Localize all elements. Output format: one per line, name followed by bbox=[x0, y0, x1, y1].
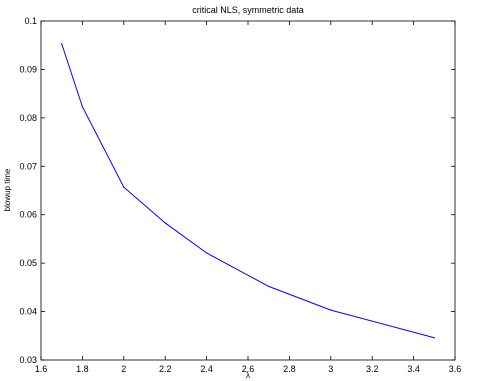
y-tick-label: 0.04 bbox=[19, 307, 37, 317]
data-point bbox=[61, 43, 63, 45]
series-group bbox=[61, 43, 435, 339]
y-tick-label: 0.06 bbox=[19, 210, 37, 220]
y-tick-label: 0.03 bbox=[19, 355, 37, 365]
chart-title: critical NLS, symmetric data bbox=[192, 5, 304, 15]
x-axis-label: λ bbox=[246, 371, 250, 380]
y-tick-label: 0.05 bbox=[19, 258, 37, 268]
data-point bbox=[81, 106, 83, 108]
x-tick-label: 2 bbox=[121, 364, 126, 374]
x-tick-label: 3.4 bbox=[407, 364, 420, 374]
x-tick-label: 2.8 bbox=[283, 364, 296, 374]
data-point bbox=[206, 252, 208, 254]
y-tick-label: 0.1 bbox=[24, 16, 37, 26]
y-axis-label: blowup time bbox=[3, 168, 12, 211]
data-point bbox=[433, 337, 435, 339]
x-tick-label: 3 bbox=[328, 364, 333, 374]
x-tick-label: 3.6 bbox=[449, 364, 462, 374]
x-axis: 1.6 1.8 2 2.2 2.4 2.6 2.8 3 3.2 3.4 3.6 bbox=[35, 21, 462, 374]
x-tick-label: 2.2 bbox=[159, 364, 172, 374]
x-tick-label: 2.4 bbox=[200, 364, 213, 374]
x-tick-label: 1.8 bbox=[76, 364, 89, 374]
y-axis: 0.03 0.04 0.05 0.06 0.07 0.08 0.09 0.1 bbox=[19, 16, 455, 365]
data-point bbox=[268, 285, 270, 287]
data-point bbox=[164, 222, 166, 224]
y-tick-label: 0.09 bbox=[19, 64, 37, 74]
y-tick-label: 0.08 bbox=[19, 113, 37, 123]
data-point bbox=[123, 186, 125, 188]
x-tick-label: 1.6 bbox=[35, 364, 48, 374]
y-tick-label: 0.07 bbox=[19, 161, 37, 171]
series-line-0 bbox=[61, 43, 435, 339]
plot-area bbox=[40, 20, 456, 361]
x-tick-label: 3.2 bbox=[366, 364, 379, 374]
data-point bbox=[330, 309, 332, 311]
x-tick-label: 2.6 bbox=[242, 364, 255, 374]
